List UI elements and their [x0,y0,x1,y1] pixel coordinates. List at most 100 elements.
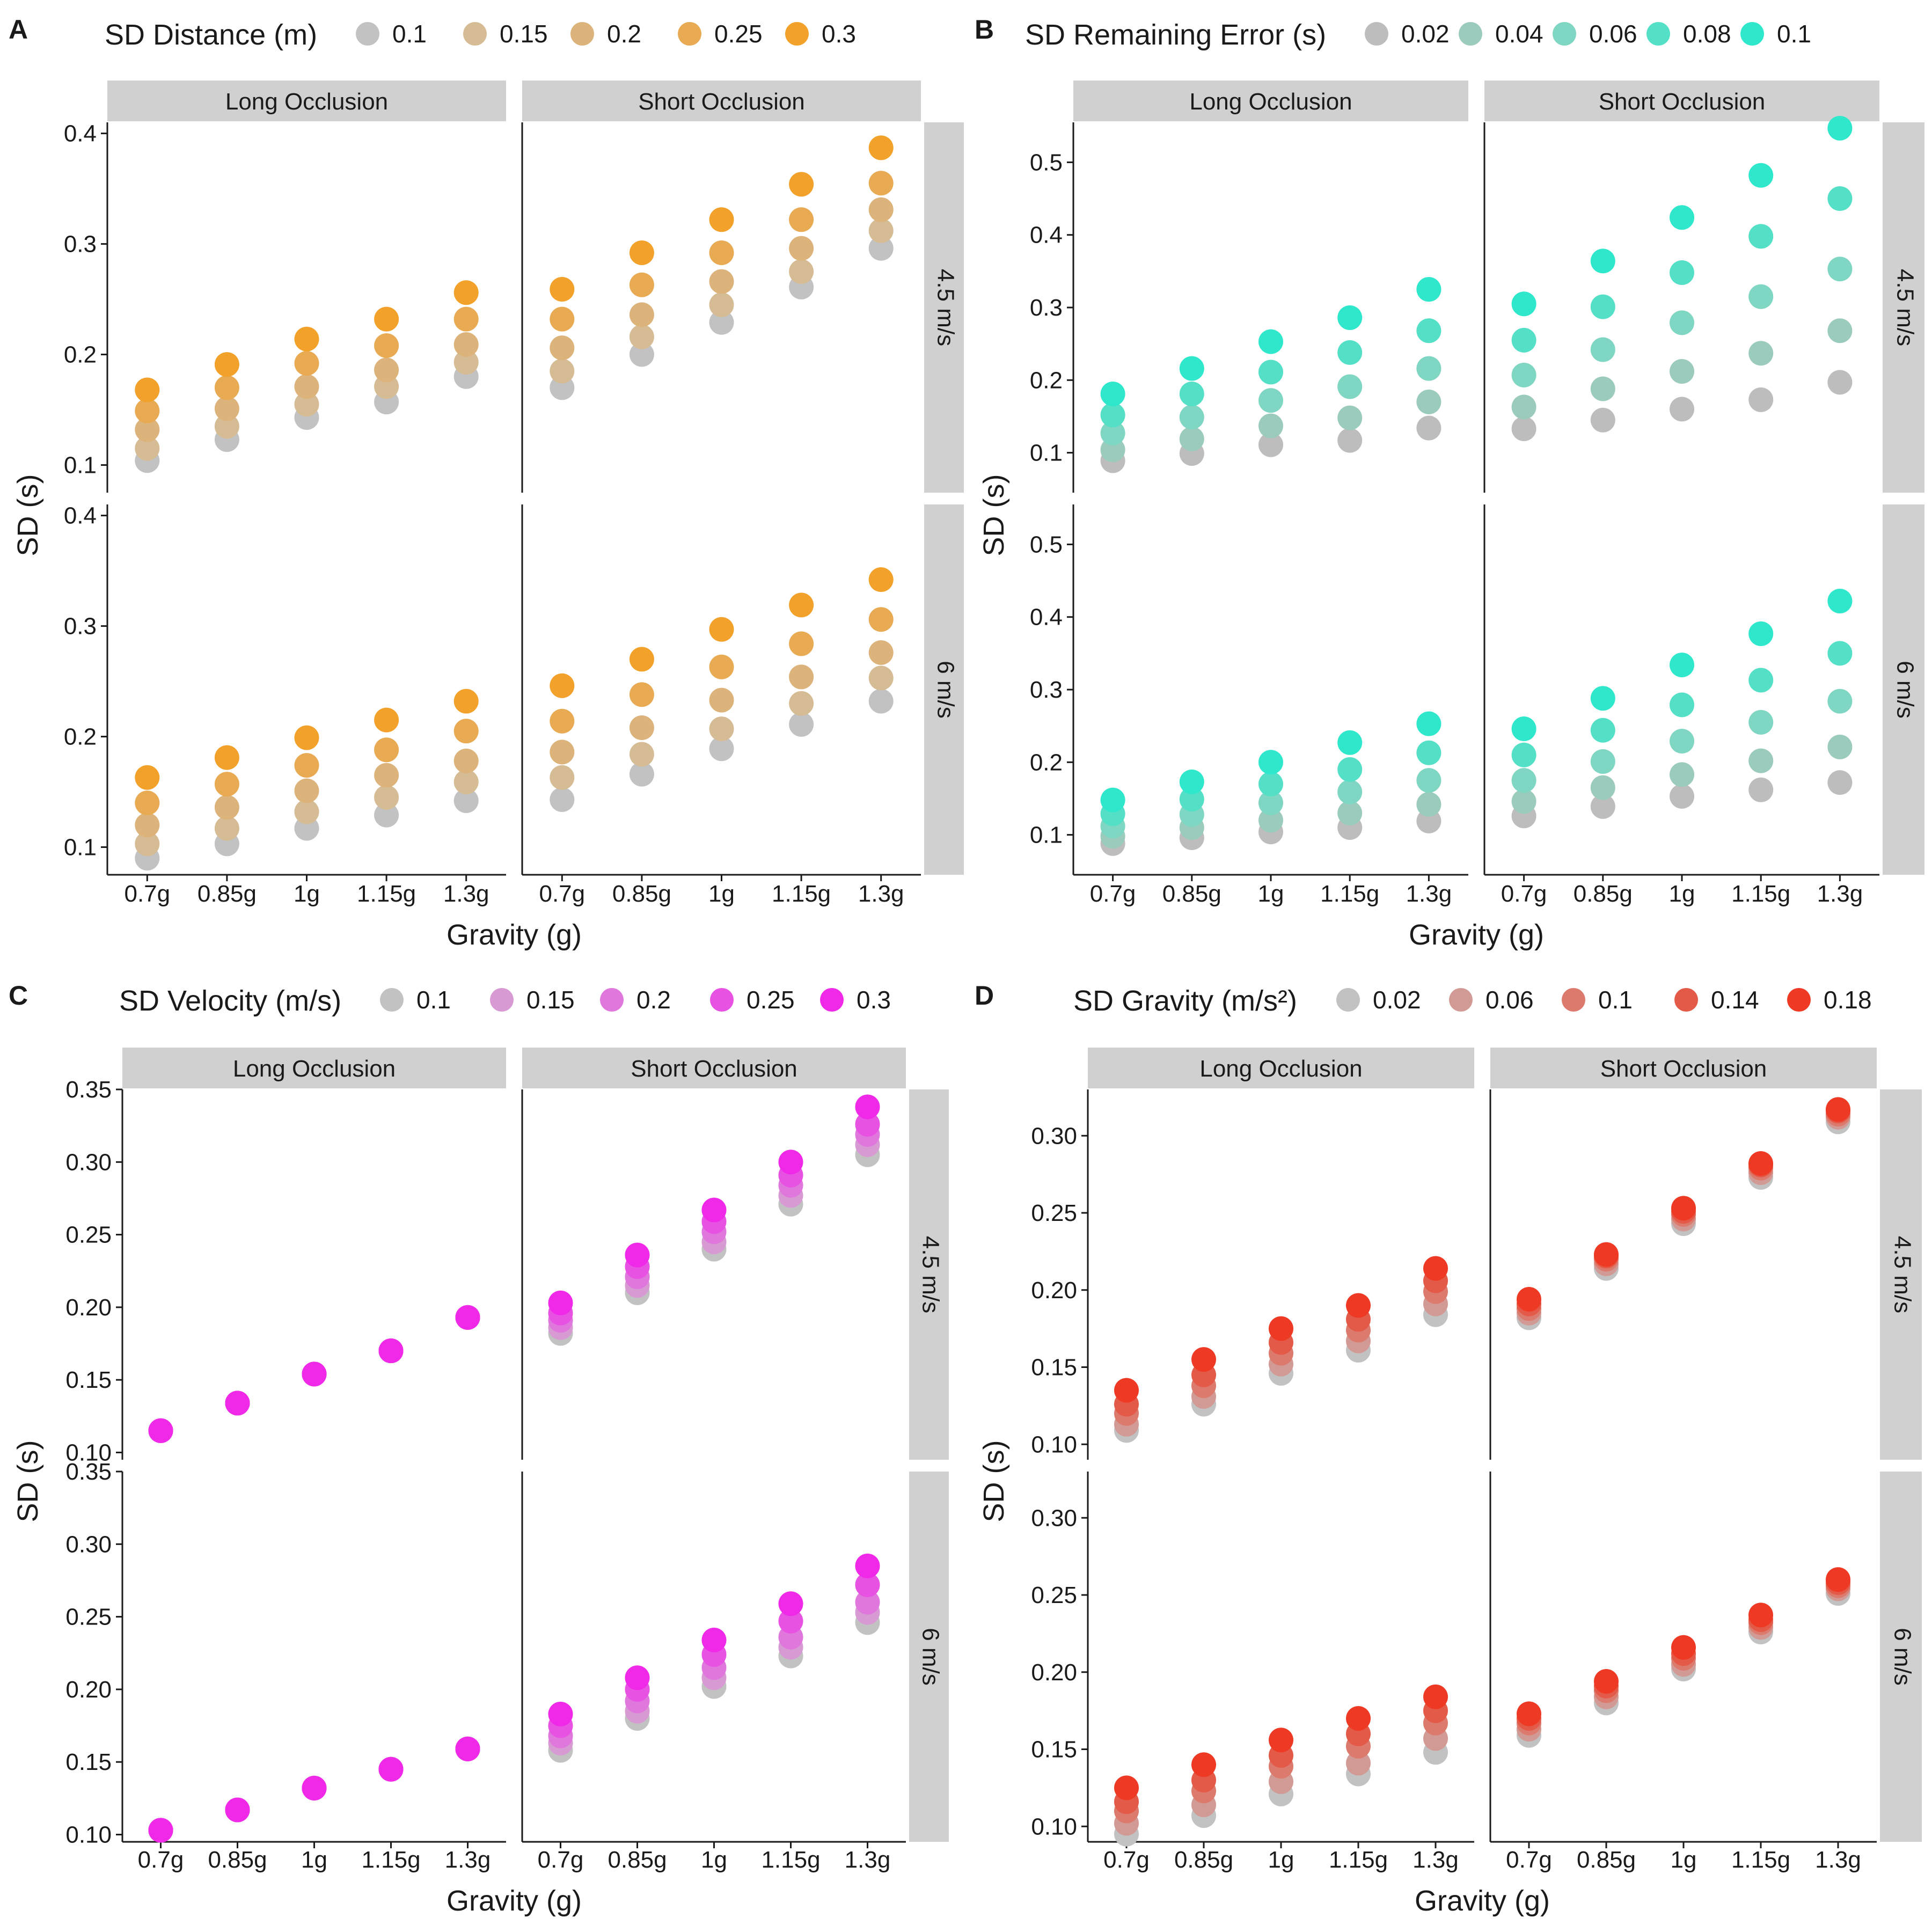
legend-label-3: 0.25 [714,20,763,48]
x-tick-label: 1.15g [1320,881,1379,907]
panel-letter: B [975,14,994,45]
data-point [294,351,319,376]
panel-d: D SD Gravity (m/s²) 0.02 0.06 0.1 0.14 0.18 Lon… [975,980,1922,1917]
data-point [1114,1378,1139,1403]
legend-label-4: 0.3 [857,986,891,1014]
legend-label-3: 0.14 [1711,986,1759,1014]
data-point [1827,115,1853,141]
data-point [1346,1706,1371,1731]
column-strip-label-1: Short Occlusion [1599,89,1766,115]
data-point [778,1608,803,1634]
legend-label-4: 0.3 [822,20,856,48]
data-point [1337,779,1363,804]
row-strip-label-0: 4.5 m/s [1889,1236,1915,1313]
legend-title: SD Distance (m) [105,19,317,51]
column-strip-1 [1490,1048,1877,1088]
data-point [214,414,239,439]
legend-swatch-1 [1449,988,1473,1012]
data-point [374,333,399,358]
data-point [1671,1196,1696,1221]
data-point [1258,771,1283,796]
data-point [453,748,479,773]
data-point [455,1736,480,1761]
legend-label-0: 0.02 [1373,986,1421,1014]
row-strip-1 [924,504,964,875]
data-point [1179,382,1204,406]
y-tick-label: 0.2 [64,724,97,750]
data-point [855,1111,880,1137]
y-tick-label: 0.1 [64,835,97,861]
column-strip-0 [122,1048,506,1088]
data-point [135,377,160,402]
data-point [1416,711,1441,736]
data-point [374,785,399,810]
data-point [1827,370,1853,395]
x-tick-label: 0.7g [1103,1847,1150,1873]
y-tick-label: 0.35 [65,1077,112,1103]
data-point [453,306,479,332]
y-tick-label: 0.25 [65,1222,112,1248]
series-2 [148,1122,880,1843]
data-point [1258,329,1283,354]
column-strip-label-0: Long Occlusion [1199,1056,1362,1082]
data-point [550,708,575,734]
y-tick-label: 0.1 [1030,822,1063,848]
y-axis-title: SD (s) [12,474,44,557]
data-point [868,236,894,261]
x-tick-label: 1.15g [357,881,416,907]
row-strip-label-1: 6 m/s [917,1628,943,1686]
data-point [1827,318,1853,343]
panel-a: A SD Distance (m) 0.1 0.15 0.2 0.25 0.3 Long Oc… [9,14,964,951]
y-tick-label: 0.1 [64,452,97,479]
data-point [1258,808,1283,833]
data-point [548,1701,573,1726]
data-point [374,707,399,733]
legend-swatch-1 [1459,22,1482,46]
x-tick-label: 1.3g [445,1847,491,1873]
legend-swatch-1 [490,988,514,1012]
data-point [1670,310,1694,335]
data-point [1100,402,1125,428]
data-point [135,791,160,816]
legend-label-2: 0.2 [636,986,671,1014]
legend-swatch-3 [1674,988,1698,1012]
series-4 [135,135,894,790]
legend-title: SD Gravity (m/s²) [1073,985,1297,1017]
legend: SD Gravity (m/s²) 0.02 0.06 0.1 0.14 0.18 [1073,985,1872,1017]
data-point [1100,787,1125,813]
column-strip-1 [522,1048,906,1088]
column-strip-label-0: Long Occlusion [1189,89,1352,115]
column-strip-label-1: Short Occlusion [1600,1056,1767,1082]
y-tick-label: 0.4 [1030,222,1063,248]
series-3 [1100,186,1853,826]
data-point [135,831,160,857]
y-tick-label: 0.25 [1031,1200,1077,1226]
data-point [1748,341,1774,366]
data-point [1416,356,1441,381]
data-point [455,1305,480,1330]
data-point [1827,641,1853,666]
data-point [629,272,654,297]
data-point [374,737,399,763]
panel-b: B SD Remaining Error (s) 0.02 0.04 0.06 0.08 0… [975,14,1924,951]
column-strip-1 [1484,80,1879,121]
data-point [550,673,575,698]
column-strip-0 [1088,1048,1474,1088]
data-point [1416,389,1441,414]
data-point [1416,768,1441,793]
data-point [1670,729,1694,754]
y-tick-label: 0.3 [1030,295,1063,321]
x-tick-label: 1g [294,881,320,907]
data-point [374,357,399,383]
data-point [1416,740,1441,765]
legend-swatch-2 [600,988,624,1012]
data-point [302,1362,327,1387]
legend-label-0: 0.1 [392,20,427,48]
series-0 [148,1142,880,1843]
data-point [294,778,319,803]
data-point [135,417,160,442]
data-point [1337,305,1363,330]
x-tick-label: 1g [1268,1847,1294,1873]
y-tick-label: 0.3 [64,231,97,258]
